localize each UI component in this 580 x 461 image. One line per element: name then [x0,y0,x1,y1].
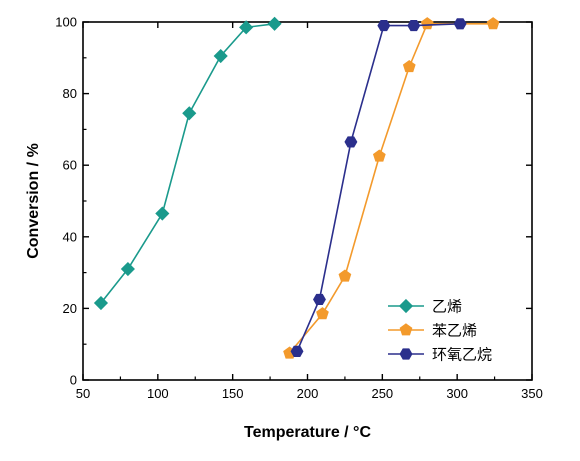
x-tick-label: 300 [446,386,468,401]
data-point [267,16,282,31]
x-tick-label: 250 [371,386,393,401]
series-line [296,22,461,352]
y-tick-label: 60 [63,158,77,173]
series-3 [290,18,467,357]
x-axis-label: Temperature / °C [244,424,371,441]
legend-label: 苯乙烯 [432,322,477,340]
y-axis-label: Conversion / % [25,143,42,259]
data-point [453,18,467,30]
data-point [120,261,135,277]
data-point [372,149,386,162]
x-tick-label: 350 [521,386,543,401]
legend-label: 乙烯 [432,298,462,316]
x-tick-label: 150 [222,386,244,401]
data-point [420,17,434,30]
legend-label: 环氧乙烷 [432,346,492,364]
data-point [313,293,326,306]
y-tick-label: 100 [55,15,77,30]
data-point [402,60,416,73]
series-1 [93,16,282,311]
y-tick-label: 0 [70,373,77,388]
axis-ticks: 50 100 150 200 250 300 350 0 20 40 60 80 100 [55,15,543,402]
data-point [239,20,254,35]
data-point [486,17,500,30]
legend-marker [399,323,413,336]
data-point [182,106,197,121]
x-tick-label: 100 [147,386,169,401]
x-tick-label: 50 [76,386,90,401]
data-point [290,345,304,357]
data-point [344,136,358,148]
data-point [213,48,228,64]
y-tick-label: 20 [63,301,77,316]
y-tick-label: 40 [63,229,77,244]
data-point [377,19,391,32]
legend-marker [398,298,414,314]
series-2 [283,17,500,359]
legend-marker [399,348,413,360]
data-point [93,295,109,311]
data-point [316,307,329,320]
data-point [155,206,170,221]
series-line [100,22,275,304]
y-tick-label: 80 [63,86,77,101]
data-point [338,269,352,282]
data-point [407,19,421,32]
x-tick-label: 200 [297,386,319,401]
series-group [93,16,500,359]
